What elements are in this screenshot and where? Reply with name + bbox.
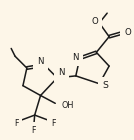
- Text: N: N: [73, 53, 79, 62]
- Text: O: O: [124, 28, 131, 37]
- Text: F: F: [51, 119, 55, 128]
- Text: N: N: [58, 68, 64, 77]
- Text: N: N: [37, 57, 44, 66]
- Text: F: F: [31, 126, 36, 135]
- Text: F: F: [14, 119, 18, 128]
- Text: OH: OH: [61, 101, 74, 110]
- Text: O: O: [91, 18, 98, 26]
- Text: S: S: [102, 81, 108, 90]
